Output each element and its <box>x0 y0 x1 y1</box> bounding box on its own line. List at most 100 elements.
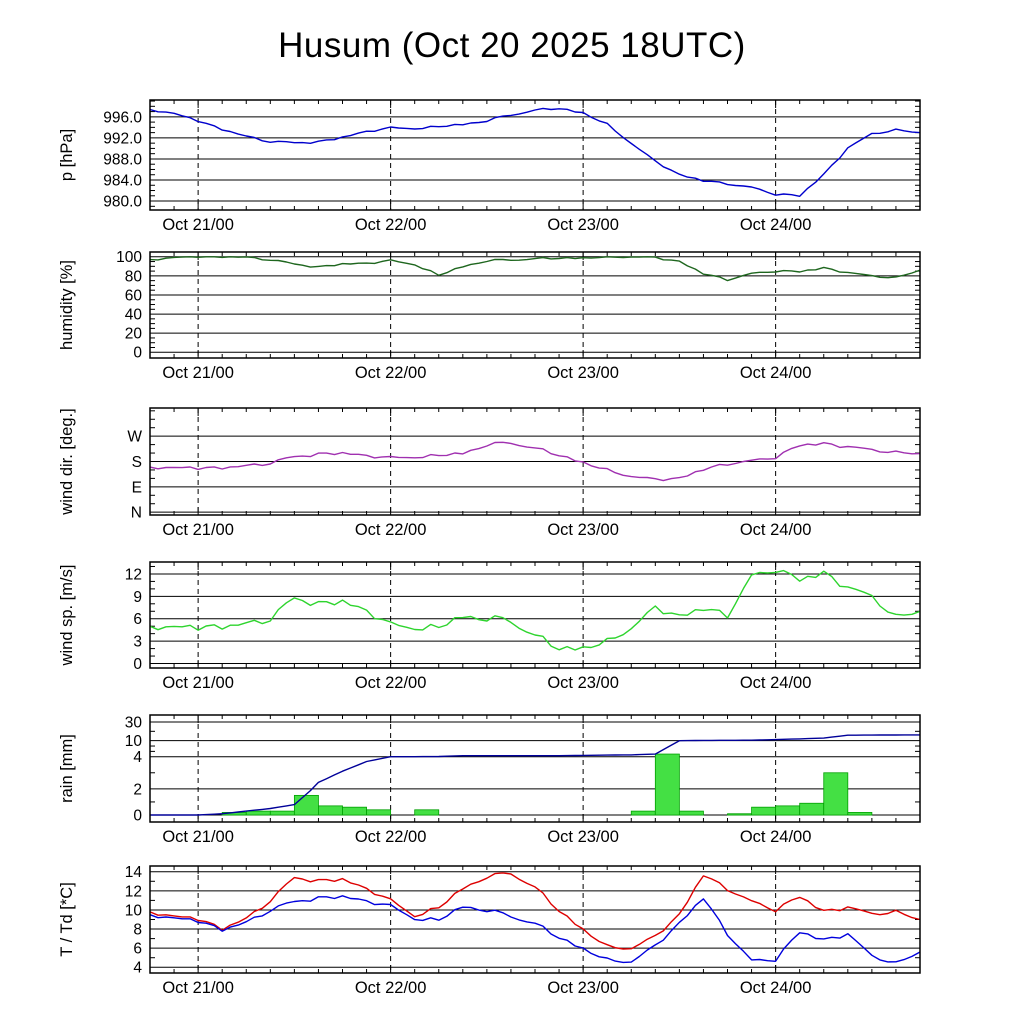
x-tick-label: Oct 22/00 <box>355 216 427 234</box>
panel-frame <box>149 714 921 823</box>
wind_speed-ytick-label: 0 <box>133 656 142 673</box>
x-tick-label: Oct 22/00 <box>355 521 427 539</box>
humidity-ytick-label: 20 <box>125 326 143 343</box>
x-tick-label: Oct 23/00 <box>547 979 619 997</box>
panel-frame <box>149 561 921 669</box>
chart-title: Husum (Oct 20 2025 18UTC) <box>278 26 746 65</box>
temperature-ytick-label: 4 <box>133 960 142 977</box>
temperature-ytick-label: 6 <box>133 941 142 958</box>
x-tick-label: Oct 21/00 <box>162 979 234 997</box>
x-tick-label: Oct 23/00 <box>547 828 619 846</box>
x-tick-label: Oct 21/00 <box>162 216 234 234</box>
rain-ytick-label: 2 <box>133 781 142 798</box>
rain-bar <box>775 805 801 816</box>
wind_speed-ytick-label: 9 <box>133 589 142 606</box>
wind_speed-ytick-label: 6 <box>133 611 142 628</box>
x-tick-label: Oct 23/00 <box>547 216 619 234</box>
rain-bar <box>245 810 271 816</box>
rain-bar <box>727 813 752 816</box>
x-tick-label: Oct 21/00 <box>162 674 234 692</box>
pressure-ytick-label: 988.0 <box>103 151 142 168</box>
rain-ytick-label: 4 <box>133 749 142 766</box>
temperature-ytick-label: 8 <box>133 921 142 938</box>
rain-bar <box>342 806 367 816</box>
panel-temperature: 4 6 8 10 12 14 Oct 21/00 Oct 22/00 Oct 23/00 Oct … <box>58 864 921 997</box>
rain-ytick-label: 0 <box>133 807 142 824</box>
x-tick-label: Oct 24/00 <box>740 216 812 234</box>
x-tick-label: Oct 23/00 <box>547 521 619 539</box>
x-tick-label: Oct 21/00 <box>162 828 234 846</box>
rain-bar <box>654 753 680 816</box>
x-tick-label: Oct 23/00 <box>547 364 619 382</box>
temperature-ylabel: T / Td [*C] <box>58 882 76 957</box>
pressure-ytick-label: 992.0 <box>103 130 142 147</box>
temperature-ytick-label: 10 <box>125 902 143 919</box>
x-tick-label: Oct 24/00 <box>740 674 812 692</box>
x-tick-label: Oct 24/00 <box>740 979 812 997</box>
humidity-ytick-label: 80 <box>125 268 143 285</box>
panel-wind_speed: 0 3 6 9 12 Oct 21/00 Oct 22/00 Oct 23/00 Oct 24/… <box>58 561 921 692</box>
x-tick-label: Oct 21/00 <box>162 364 234 382</box>
x-tick-label: Oct 22/00 <box>355 364 427 382</box>
panel-pressure: 980.0 984.0 988.0 992.0 996.0 Oct 21/00 Oct 22… <box>58 99 921 234</box>
wind_dir-line <box>149 441 921 482</box>
x-tick-label: Oct 22/00 <box>355 979 427 997</box>
x-tick-label: Oct 21/00 <box>162 521 234 539</box>
wind_speed-line <box>149 569 921 651</box>
panel-frame <box>149 251 921 359</box>
rain-bar <box>414 809 440 816</box>
rain-bar <box>799 802 825 816</box>
wind_dir-ytick-label: W <box>127 429 142 446</box>
pressure-line <box>149 107 921 198</box>
pressure-ytick-label: 996.0 <box>103 109 142 126</box>
humidity-ytick-label: 0 <box>133 345 142 362</box>
rain-bar <box>366 809 392 816</box>
rain-bar <box>847 812 873 816</box>
rain-bar <box>751 806 777 816</box>
x-tick-label: Oct 24/00 <box>740 828 812 846</box>
x-tick-label: Oct 23/00 <box>547 674 619 692</box>
pressure-ytick-label: 980.0 <box>103 193 142 210</box>
dewpoint-line <box>149 895 921 964</box>
temperature-line <box>149 872 921 950</box>
rain-ylabel: rain [mm] <box>58 734 76 803</box>
rain-ytick-label: 10 <box>125 733 143 750</box>
pressure-ytick-label: 984.0 <box>103 172 142 189</box>
rain-bar <box>269 810 295 816</box>
rain_accum-line <box>150 734 920 816</box>
rain-ytick-label: 30 <box>125 714 143 731</box>
x-tick-label: Oct 22/00 <box>355 828 427 846</box>
wind_dir-ytick-label: E <box>132 479 142 496</box>
temperature-ytick-label: 12 <box>125 883 142 900</box>
panel-humidity: 0 20 40 60 80 100 Oct 21/00 Oct 22/00 Oct 23/00 O… <box>58 249 921 382</box>
rain-bar <box>630 810 656 816</box>
x-tick-label: Oct 24/00 <box>740 364 812 382</box>
wind_dir-ytick-label: S <box>132 454 142 471</box>
wind_speed-ylabel: wind sp. [m/s] <box>58 565 76 667</box>
humidity-ylabel: humidity [%] <box>58 260 76 350</box>
rain-bars <box>221 753 873 816</box>
rain-bar <box>318 805 343 816</box>
rain-bar <box>293 794 319 816</box>
humidity-ytick-label: 40 <box>125 306 143 323</box>
panel-rain: 0 2 410 30 Oct 21/00 Oct 22/00 Oct 23/00 Oct 24… <box>58 714 921 846</box>
wind_speed-ytick-label: 3 <box>133 634 142 651</box>
rain-bar <box>823 772 849 816</box>
panel-frame <box>149 865 921 974</box>
wind_dir-ylabel: wind dir. [deg.] <box>58 408 76 515</box>
x-tick-label: Oct 22/00 <box>355 674 427 692</box>
humidity-ytick-label: 100 <box>116 249 142 266</box>
temperature-ytick-label: 14 <box>125 864 143 881</box>
wind_speed-ytick-label: 12 <box>125 566 142 583</box>
humidity-ytick-label: 60 <box>125 287 143 304</box>
humidity-line <box>149 256 921 282</box>
panel-frame <box>149 99 921 211</box>
wind_dir-ytick-label: N <box>131 505 142 522</box>
rain-bar <box>678 810 704 816</box>
pressure-ylabel: p [hPa] <box>58 129 76 181</box>
panel-frame <box>149 407 921 516</box>
x-tick-label: Oct 24/00 <box>740 521 812 539</box>
